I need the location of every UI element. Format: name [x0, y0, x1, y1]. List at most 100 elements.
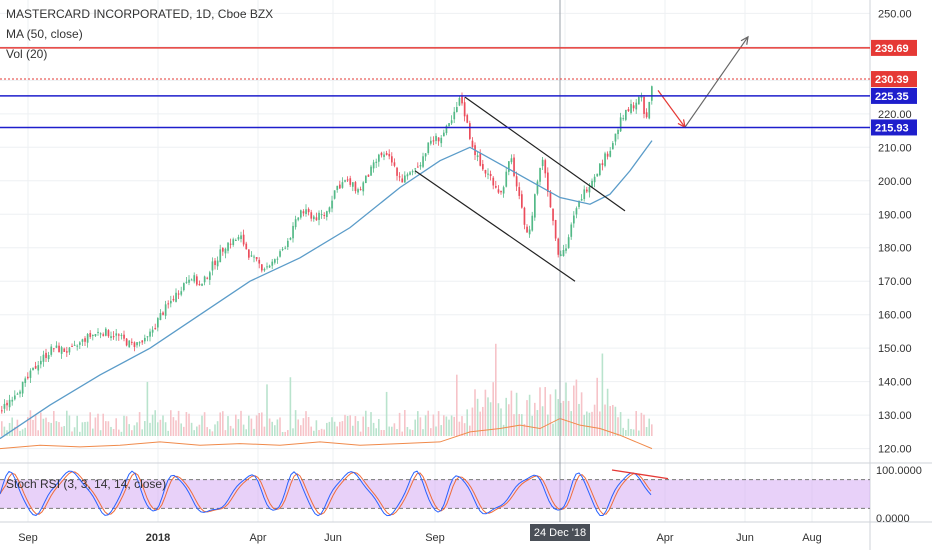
candle-body — [375, 161, 378, 163]
volume-bar — [144, 421, 146, 436]
candle-body — [76, 345, 79, 347]
candle-body — [237, 237, 240, 240]
candle-body — [102, 334, 105, 336]
volume-bar — [409, 429, 411, 436]
volume-bar — [24, 427, 26, 436]
candle-body — [463, 102, 466, 117]
legend-symbol: MASTERCARD INCORPORATED, 1D, Cboe BZX — [6, 7, 274, 21]
volume-bar — [539, 387, 541, 436]
candle-body — [146, 336, 149, 338]
volume-bar — [159, 419, 162, 436]
stoch-k-line — [0, 470, 652, 517]
volume-bar — [352, 425, 354, 436]
candle-body — [133, 342, 136, 347]
volume-bar — [554, 389, 557, 436]
candle-body — [427, 142, 430, 153]
candle-body — [193, 275, 196, 282]
volume-bar — [630, 428, 632, 436]
volume-bar — [16, 419, 19, 436]
candle-body — [604, 153, 606, 166]
candle-body — [372, 162, 375, 169]
osc-label: Stoch RSI (3, 3, 14, 14, close) — [6, 477, 166, 491]
candle-body — [276, 258, 279, 260]
candle-body — [362, 182, 365, 192]
candle-body — [201, 283, 203, 286]
y-tick-label: 130.00 — [878, 410, 912, 422]
volume-bar — [216, 421, 219, 436]
candle-body — [203, 276, 206, 283]
volume-bar — [310, 426, 312, 436]
candle-body — [302, 211, 305, 214]
volume-bar — [214, 424, 216, 436]
volume-bar — [224, 430, 227, 436]
volume-bar — [81, 422, 84, 436]
candle-body — [406, 174, 409, 177]
candle-body — [115, 333, 118, 336]
volume-bar — [84, 421, 86, 436]
candle-body — [424, 153, 427, 157]
candle-body — [11, 399, 14, 402]
volume-bar — [92, 428, 94, 436]
candle-body — [331, 200, 333, 209]
candle-body — [422, 156, 424, 167]
candle-body — [81, 339, 84, 342]
candle-body — [120, 334, 123, 336]
volume-bar — [502, 424, 505, 436]
candle-body — [521, 194, 523, 208]
volume-bar — [552, 423, 554, 436]
volume-bar — [362, 416, 364, 436]
volume-bar — [411, 429, 414, 436]
volume-bar — [375, 428, 377, 436]
candle-body — [196, 276, 198, 285]
candle-body — [466, 115, 469, 123]
volume-bar — [19, 430, 21, 436]
volume-bar — [196, 426, 198, 436]
candle-body — [310, 212, 313, 219]
volume-bar — [97, 413, 99, 436]
candlesticks — [1, 85, 653, 414]
candle-body — [547, 172, 549, 192]
candle-body — [32, 367, 34, 371]
volume-bar — [339, 421, 341, 436]
candle-body — [240, 235, 242, 239]
candle-body — [476, 155, 479, 158]
volume-bar — [123, 415, 125, 436]
candle-body — [180, 291, 183, 295]
level-tag — [871, 119, 917, 136]
y-tick-label: 120.00 — [878, 444, 912, 456]
candle-body — [248, 249, 250, 258]
y-tick-label: 150.00 — [878, 343, 912, 355]
y-tick-label: 250.00 — [878, 8, 912, 20]
volume-bar — [141, 429, 143, 436]
volume-bar — [427, 410, 429, 436]
candle-body — [242, 234, 245, 245]
candle-body — [448, 123, 450, 127]
candle-body — [502, 187, 505, 194]
x-tick-label: Sep — [425, 532, 445, 544]
candle-body — [560, 254, 562, 256]
candle-body — [170, 300, 172, 304]
candle-body — [614, 133, 617, 142]
volume-bar — [645, 427, 648, 436]
candle-body — [541, 159, 544, 167]
candle-body — [29, 370, 32, 378]
candle-body — [570, 224, 573, 237]
volume-bar — [89, 412, 91, 436]
volume-bar — [612, 404, 614, 436]
candle-body — [16, 393, 19, 395]
candle-body — [6, 402, 8, 406]
candle-body — [55, 345, 58, 348]
candle-body — [47, 355, 50, 360]
volume-bar — [50, 422, 52, 436]
candle-body — [510, 158, 513, 163]
candle-body — [627, 109, 630, 112]
volume-bar — [508, 404, 510, 436]
volume-bar — [547, 414, 549, 436]
volume-bar — [622, 427, 624, 436]
y-tick-label: 220.00 — [878, 109, 912, 121]
volume-bar — [73, 427, 76, 436]
volume-bar — [115, 418, 117, 436]
candle-body — [232, 239, 235, 245]
